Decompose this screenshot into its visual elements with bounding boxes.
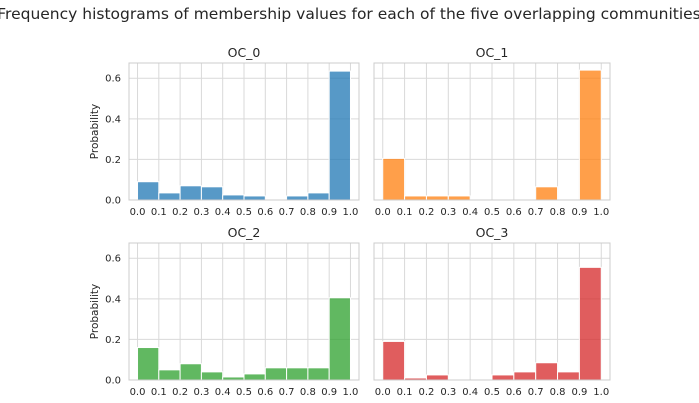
x-tick-label: 0.0	[375, 387, 391, 398]
x-tick-label: 0.4	[462, 207, 478, 218]
x-tick-label: 0.1	[397, 387, 413, 398]
histogram-bar	[382, 157, 406, 201]
x-tick-label: 0.8	[300, 207, 316, 218]
y-axis-label: Probability	[89, 284, 101, 340]
x-tick-label: 0.7	[528, 207, 544, 218]
x-tick-label: 0.7	[279, 207, 295, 218]
subplot-title: OC_2	[228, 225, 261, 240]
x-tick-label: 0.8	[300, 387, 316, 398]
x-tick-label: 0.5	[484, 207, 500, 218]
x-tick-label: 0.3	[440, 207, 456, 218]
histogram-bar	[513, 371, 537, 381]
histogram-bar	[328, 70, 351, 201]
histogram-bar	[200, 186, 224, 201]
x-tick-label: 0.9	[321, 387, 337, 398]
x-tick-label: 0.1	[151, 207, 167, 218]
histogram-bar	[404, 195, 427, 201]
y-tick-label: 0.0	[105, 196, 121, 207]
x-tick-label: 0.1	[397, 207, 413, 218]
x-tick-label: 0.5	[236, 207, 252, 218]
subplot-2: OC_2 0.0 0.1 0.2 0.3 0.4 0.5 0.6 0.7 0.8 0.9 1.0 0.0…	[89, 225, 360, 398]
histogram-bar	[447, 195, 471, 201]
subplot-title: OC_0	[228, 45, 261, 60]
y-axis-label: Probability	[89, 104, 101, 160]
x-tick-label: 0.3	[193, 387, 209, 398]
histogram-bar	[158, 369, 181, 381]
histogram-bar	[137, 181, 160, 201]
x-tick-label: 1.0	[343, 207, 359, 218]
subplot-1: OC_1 0.0 0.1 0.2 0.3 0.4 0.5 0.6 0.7 0.8 0.9 1.0	[373, 45, 611, 218]
histogram-bar	[307, 192, 330, 201]
y-tick-label: 0.6	[105, 74, 121, 85]
x-tick-label: 0.3	[440, 387, 456, 398]
axes-frame	[373, 62, 611, 201]
histogram-bar	[382, 340, 406, 381]
histogram-bar	[557, 371, 580, 381]
histogram-bar	[425, 374, 449, 381]
axes-frame	[128, 62, 360, 201]
histogram-bar	[158, 192, 181, 201]
histogram-bar	[578, 266, 602, 381]
histogram-bar	[243, 195, 266, 201]
x-tick-label: 1.0	[593, 207, 609, 218]
x-tick-label: 0.6	[506, 387, 522, 398]
x-tick-label: 0.0	[130, 207, 146, 218]
y-tick-label: 0.6	[105, 254, 121, 265]
x-tick-label: 0.6	[257, 207, 273, 218]
subplot-title: OC_3	[476, 225, 509, 240]
x-tick-label: 0.2	[172, 207, 188, 218]
x-tick-label: 0.1	[151, 387, 167, 398]
x-tick-label: 0.4	[215, 387, 231, 398]
x-tick-label: 0.0	[130, 387, 146, 398]
subplot-3: OC_3 0.0 0.1 0.2 0.3 0.4 0.5 0.6 0.7 0.8 0.9 1.0	[373, 225, 611, 398]
histogram-bar	[578, 69, 602, 201]
y-tick-label: 0.2	[105, 155, 121, 166]
x-tick-label: 0.6	[257, 387, 273, 398]
histogram-bar	[243, 373, 266, 381]
x-tick-label: 0.5	[484, 387, 500, 398]
axes-frame	[373, 242, 611, 381]
histogram-bar	[179, 363, 202, 381]
histogram-bar	[286, 367, 309, 381]
x-tick-label: 0.2	[418, 387, 434, 398]
x-tick-label: 0.2	[418, 207, 434, 218]
subplot-0: OC_0 0.0 0.1 0.2 0.3 0.4 0.5 0.6 0.7 0.8 0.9 1.0 0.0…	[89, 45, 360, 218]
histogram-bar	[425, 195, 449, 201]
y-tick-label: 0.4	[105, 114, 121, 125]
histogram-bar	[222, 194, 245, 201]
x-tick-label: 1.0	[343, 387, 359, 398]
x-tick-label: 0.8	[550, 387, 566, 398]
y-tick-label: 0.2	[105, 335, 121, 346]
histogram-bar	[535, 362, 559, 381]
x-tick-label: 0.4	[462, 387, 478, 398]
y-tick-label: 0.4	[105, 294, 121, 305]
histogram-bar	[179, 185, 202, 201]
histogram-bar	[286, 195, 309, 201]
x-tick-label: 0.6	[506, 207, 522, 218]
x-tick-label: 0.8	[550, 207, 566, 218]
histogram-bar	[200, 371, 224, 381]
figure-title: Frequency histograms of membership value…	[0, 5, 699, 23]
subplot-title: OC_1	[476, 45, 509, 60]
x-tick-label: 0.9	[571, 207, 587, 218]
histogram-bar	[137, 347, 160, 381]
histogram-bar	[491, 374, 515, 381]
x-tick-label: 0.0	[375, 207, 391, 218]
x-tick-label: 0.3	[193, 207, 209, 218]
x-tick-label: 0.7	[279, 387, 295, 398]
x-tick-label: 0.9	[321, 207, 337, 218]
histogram-bar	[264, 367, 288, 381]
x-tick-label: 0.4	[215, 207, 231, 218]
histogram-bar	[307, 367, 330, 381]
x-tick-label: 0.2	[172, 387, 188, 398]
axes-frame	[128, 242, 360, 381]
x-tick-label: 1.0	[593, 387, 609, 398]
x-tick-label: 0.9	[571, 387, 587, 398]
histogram-bar	[328, 297, 351, 381]
x-tick-label: 0.5	[236, 387, 252, 398]
histogram-bar	[535, 186, 559, 201]
y-tick-label: 0.0	[105, 376, 121, 387]
x-tick-label: 0.7	[528, 387, 544, 398]
